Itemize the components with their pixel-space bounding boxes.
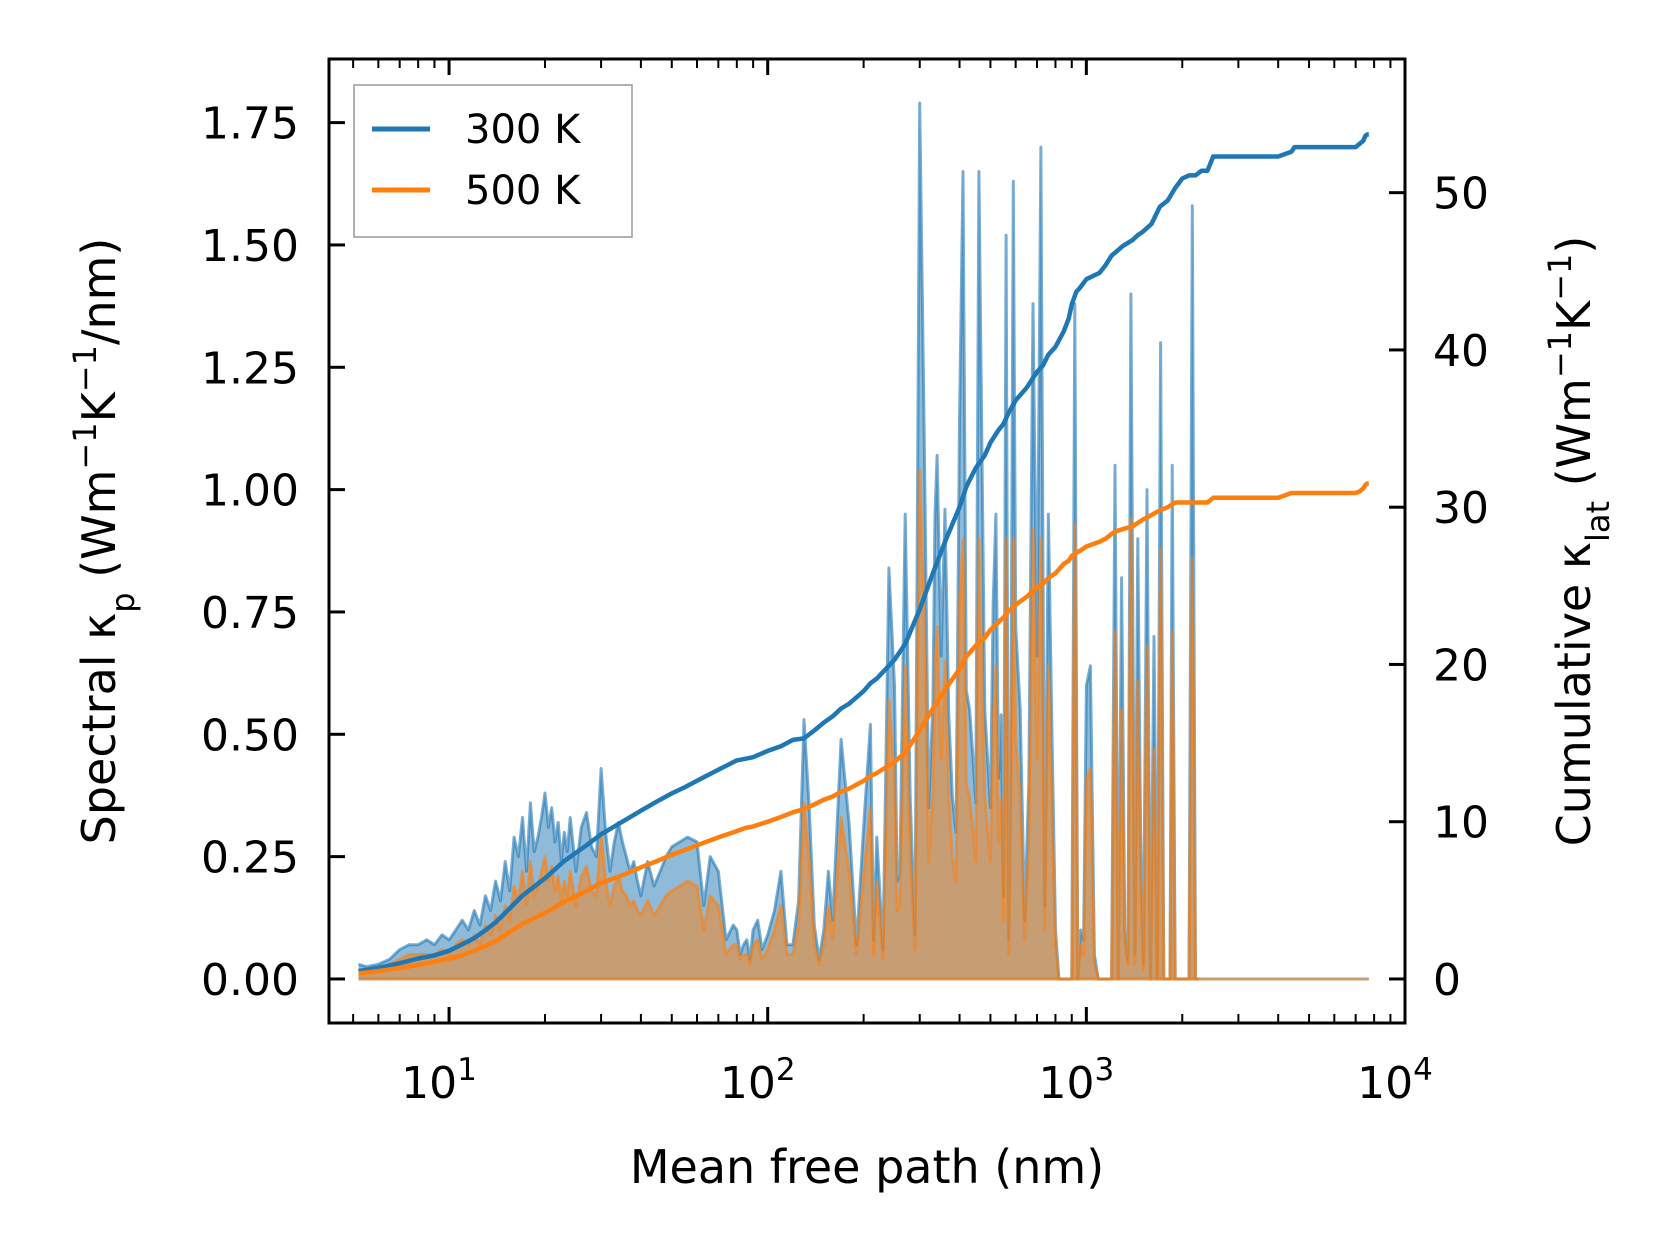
cumulative-series [358, 132, 1370, 976]
legend-box [353, 84, 633, 238]
y-axis-title-right: Cumulative κlat (Wm−1K−1) [1541, 236, 1617, 847]
y-tick-label: 1.50 [201, 221, 299, 272]
y-tick-label: 0.25 [201, 833, 299, 884]
x-axis-title: Mean free path (nm) [630, 1140, 1104, 1194]
y-axis-title-left: Spectral κp (Wm−1K−1/nm) [66, 238, 142, 845]
y-tick-label: 0.00 [201, 955, 299, 1006]
y-right-tick-label: 40 [1433, 326, 1489, 377]
x-tick-label: 101 [401, 1052, 477, 1109]
y-right-tick-label: 30 [1433, 483, 1489, 534]
cumulative-line-500k [358, 481, 1370, 976]
legend-label-500k: 500 K [465, 168, 582, 214]
x-tick-label: 103 [1038, 1052, 1114, 1109]
legend-label-300k: 300 K [465, 107, 582, 153]
y-right-tick-label: 20 [1433, 640, 1489, 691]
x-tick-label: 102 [720, 1052, 796, 1109]
axes-frame [327, 57, 1407, 1025]
legend: 300 K 500 K [353, 84, 633, 238]
y-right-tick-label: 10 [1433, 798, 1489, 849]
plot-area [358, 101, 1370, 981]
tick-labels: 101 102 103 104 0.00 0.25 0.50 0.75 1.00 1.25 1.50… [201, 99, 1489, 1109]
y-right-tick-label: 50 [1433, 169, 1489, 220]
y-tick-label: 0.75 [201, 588, 299, 639]
y-right-tick-label: 0 [1433, 955, 1461, 1006]
axis-ticks [329, 59, 1407, 1023]
x-tick-label: 104 [1357, 1052, 1433, 1109]
y-tick-label: 1.25 [201, 343, 299, 394]
cumulative-line-300k [358, 132, 1370, 974]
y-tick-label: 1.00 [201, 466, 299, 517]
y-tick-label: 1.75 [201, 99, 299, 150]
y-tick-label: 0.50 [201, 710, 299, 761]
